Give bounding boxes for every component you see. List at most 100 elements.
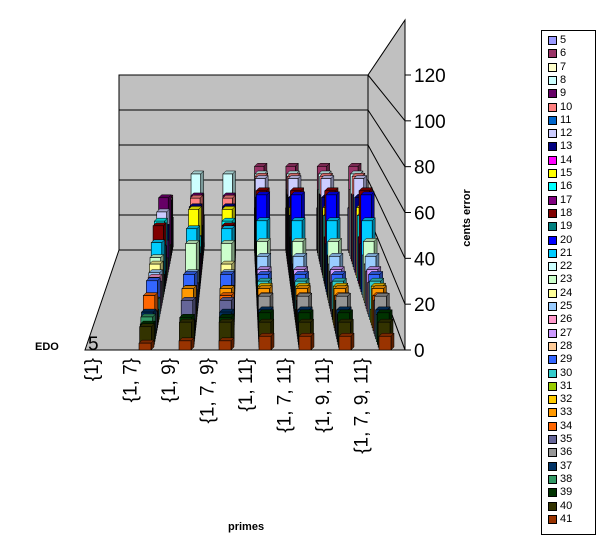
legend-swatch <box>548 328 557 338</box>
legend-label: 32 <box>560 393 573 406</box>
legend-swatch <box>548 408 557 418</box>
x-tick-label: {1, 7} <box>121 358 142 402</box>
x-tick-label: {1, 7, 9} <box>198 358 219 424</box>
legend-swatch <box>548 62 557 72</box>
legend-swatch <box>548 514 557 524</box>
legend-label: 26 <box>560 313 573 326</box>
legend-swatch <box>548 129 557 139</box>
legend-swatch <box>548 155 557 165</box>
gridline <box>367 74 406 122</box>
legend-swatch <box>548 395 557 405</box>
legend-label: 25 <box>560 300 573 312</box>
legend-swatch <box>548 195 557 205</box>
legend-label: 36 <box>560 446 573 459</box>
y-tick-label: 100 <box>414 112 446 133</box>
legend-label: 18 <box>560 206 573 219</box>
x-tick-label: {1, 7, 11} <box>275 358 296 433</box>
legend-swatch <box>548 288 557 298</box>
legend-swatch <box>548 488 557 498</box>
x-tick-label: {1, 7, 9, 11} <box>352 358 373 454</box>
legend-label: 10 <box>560 100 573 113</box>
legend-swatch <box>548 355 557 365</box>
legend-label: 11 <box>560 113 572 126</box>
legend-label: 35 <box>560 433 573 445</box>
y-tick-label: 60 <box>414 204 435 225</box>
legend-label: 38 <box>560 472 573 485</box>
legend-swatch <box>548 474 557 484</box>
y-tick-label: 20 <box>414 295 435 316</box>
bar <box>218 337 235 351</box>
x-tick-labels: {1} {1, 7} {1, 9} {1, 7, 9} {1, 11} {1, 7, 11… <box>82 358 373 454</box>
legend-label: 37 <box>560 459 573 472</box>
x-axis-title: primes <box>228 521 264 533</box>
legend-label: 28 <box>560 339 573 352</box>
legend-swatch <box>548 75 557 85</box>
gridline <box>367 144 406 213</box>
bar <box>338 332 355 351</box>
legend-label: 19 <box>560 220 573 233</box>
legend-label: 33 <box>560 406 573 419</box>
legend-swatch <box>548 89 557 99</box>
x-tick-label: {1} <box>82 358 103 381</box>
legend-label: 14 <box>560 153 573 166</box>
y-tick-label: 40 <box>414 249 435 270</box>
legend-label: 31 <box>560 379 573 392</box>
legend-swatch <box>548 302 557 311</box>
legend-label: 16 <box>560 180 573 193</box>
legend-label: 9 <box>560 87 567 100</box>
legend-swatch <box>548 315 557 325</box>
bar <box>258 332 275 351</box>
legend-swatch <box>548 102 557 112</box>
legend-swatch <box>548 36 557 45</box>
legend-swatch <box>548 235 557 245</box>
legend-label: 41 <box>560 512 573 525</box>
legend-swatch <box>548 448 557 458</box>
legend-label: 39 <box>560 486 573 499</box>
legend-label: 7 <box>560 60 567 73</box>
legend-label: 17 <box>560 193 573 206</box>
y-tick-label: 80 <box>414 158 435 179</box>
legend-label: 24 <box>560 286 573 299</box>
legend-label: 27 <box>560 326 573 339</box>
legend-swatch <box>548 275 557 285</box>
legend-label: 34 <box>560 419 573 432</box>
legend-swatch <box>548 49 557 59</box>
legend-label: 6 <box>560 47 567 60</box>
bars <box>138 162 395 351</box>
bar <box>378 332 395 351</box>
legend-swatch <box>548 262 557 272</box>
legend-label: 23 <box>560 273 573 286</box>
legend-label: 8 <box>560 73 567 86</box>
depth-axis-title: EDO <box>35 341 59 353</box>
legend-swatch <box>548 115 557 125</box>
bar <box>138 339 155 351</box>
depth-tick-label: 5 <box>88 334 99 355</box>
legend-swatch <box>548 368 557 378</box>
legend-label: 30 <box>560 366 573 379</box>
legend-swatch <box>548 248 557 258</box>
legend-label: 22 <box>560 260 573 273</box>
legend-swatch <box>548 421 557 431</box>
x-tick-label: {1, 9} <box>159 358 180 402</box>
gridline <box>367 109 406 167</box>
legend-swatch <box>548 341 557 351</box>
y-axis-title: cents error <box>461 189 473 247</box>
legend-label: 5 <box>560 34 567 46</box>
legend-swatch <box>548 169 557 178</box>
legend-label: 21 <box>560 246 573 259</box>
legend-swatch <box>548 182 557 192</box>
legend-label: 40 <box>560 499 573 512</box>
legend-label: 13 <box>560 140 573 153</box>
legend-label: 15 <box>560 167 573 179</box>
legend-label: 29 <box>560 353 573 366</box>
legend-swatch <box>548 208 557 218</box>
bar <box>178 337 195 351</box>
legend-swatch <box>548 222 557 232</box>
y-tick-label: 120 <box>414 66 446 87</box>
legend-swatch <box>548 142 557 152</box>
legend-label: 20 <box>560 233 573 246</box>
x-tick-label: {1, 11} <box>236 358 257 412</box>
y-tick-labels: 0 20 40 60 80 100 120 <box>405 66 446 362</box>
y-tick-label: 0 <box>414 341 425 362</box>
